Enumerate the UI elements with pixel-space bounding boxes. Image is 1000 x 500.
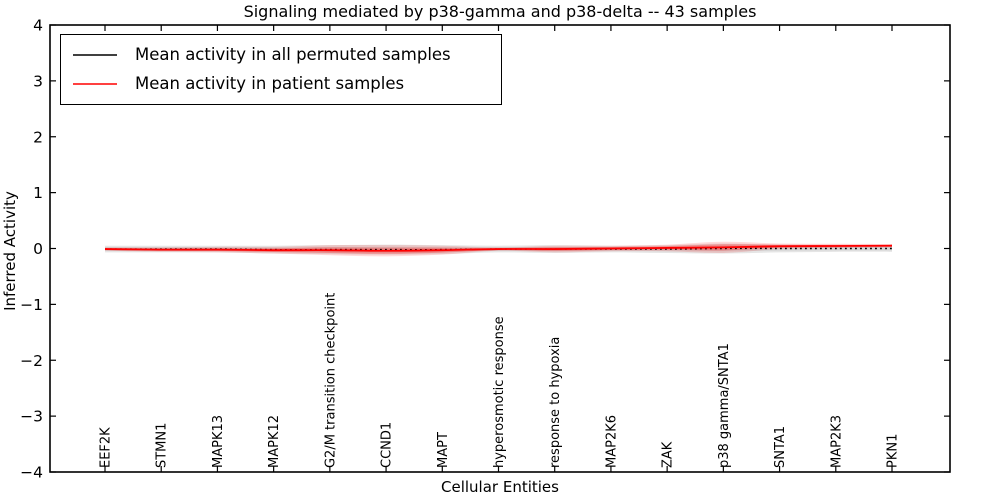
legend-item-permuted: Mean activity in all permuted samples — [71, 40, 491, 69]
entity-label: MAP2K3 — [829, 415, 844, 468]
chart-title: Signaling mediated by p38-gamma and p38-… — [243, 2, 757, 21]
y-tick-label: 3 — [33, 72, 43, 90]
y-tick-label: −4 — [20, 464, 43, 482]
entity-label: hyperosmotic response — [492, 316, 507, 468]
entity-label: EEF2K — [99, 427, 114, 468]
entity-label: CCND1 — [380, 422, 395, 468]
entity-label: p38 gamma/SNTA1 — [717, 343, 732, 468]
legend-item-patient: Mean activity in patient samples — [71, 69, 491, 98]
entity-label: MAPK13 — [211, 415, 226, 468]
entity-label: STMN1 — [155, 423, 170, 468]
entity-label: G2/M transition checkpoint — [323, 293, 338, 468]
entity-label: MAP2K6 — [604, 415, 619, 468]
permuted-line-swatch-icon — [73, 53, 117, 56]
patient-mean-line — [104, 244, 893, 252]
y-tick-label: −1 — [20, 296, 43, 314]
y-tick-label: 4 — [33, 17, 43, 35]
y-tick-label: 2 — [33, 128, 43, 146]
legend-label-patient: Mean activity in patient samples — [135, 74, 405, 93]
patient-line-swatch-icon — [73, 82, 117, 85]
entity-label: MAPT — [436, 432, 451, 468]
y-tick-label: −2 — [20, 352, 43, 370]
entity-label: PKN1 — [886, 434, 901, 468]
entity-label: ZAK — [661, 441, 676, 468]
y-tick-label: 0 — [33, 240, 43, 258]
y-tick-label: −3 — [20, 408, 43, 426]
legend-label-permuted: Mean activity in all permuted samples — [135, 45, 451, 64]
entity-label: SNTA1 — [773, 426, 788, 468]
entity-label: response to hypoxia — [548, 337, 563, 468]
entity-label: MAPK12 — [267, 415, 282, 468]
x-axis-label: Cellular Entities — [441, 478, 559, 496]
legend: Mean activity in all permuted samples Me… — [60, 34, 502, 105]
y-tick-label: 1 — [33, 184, 43, 202]
y-axis-label: Inferred Activity — [1, 191, 19, 311]
